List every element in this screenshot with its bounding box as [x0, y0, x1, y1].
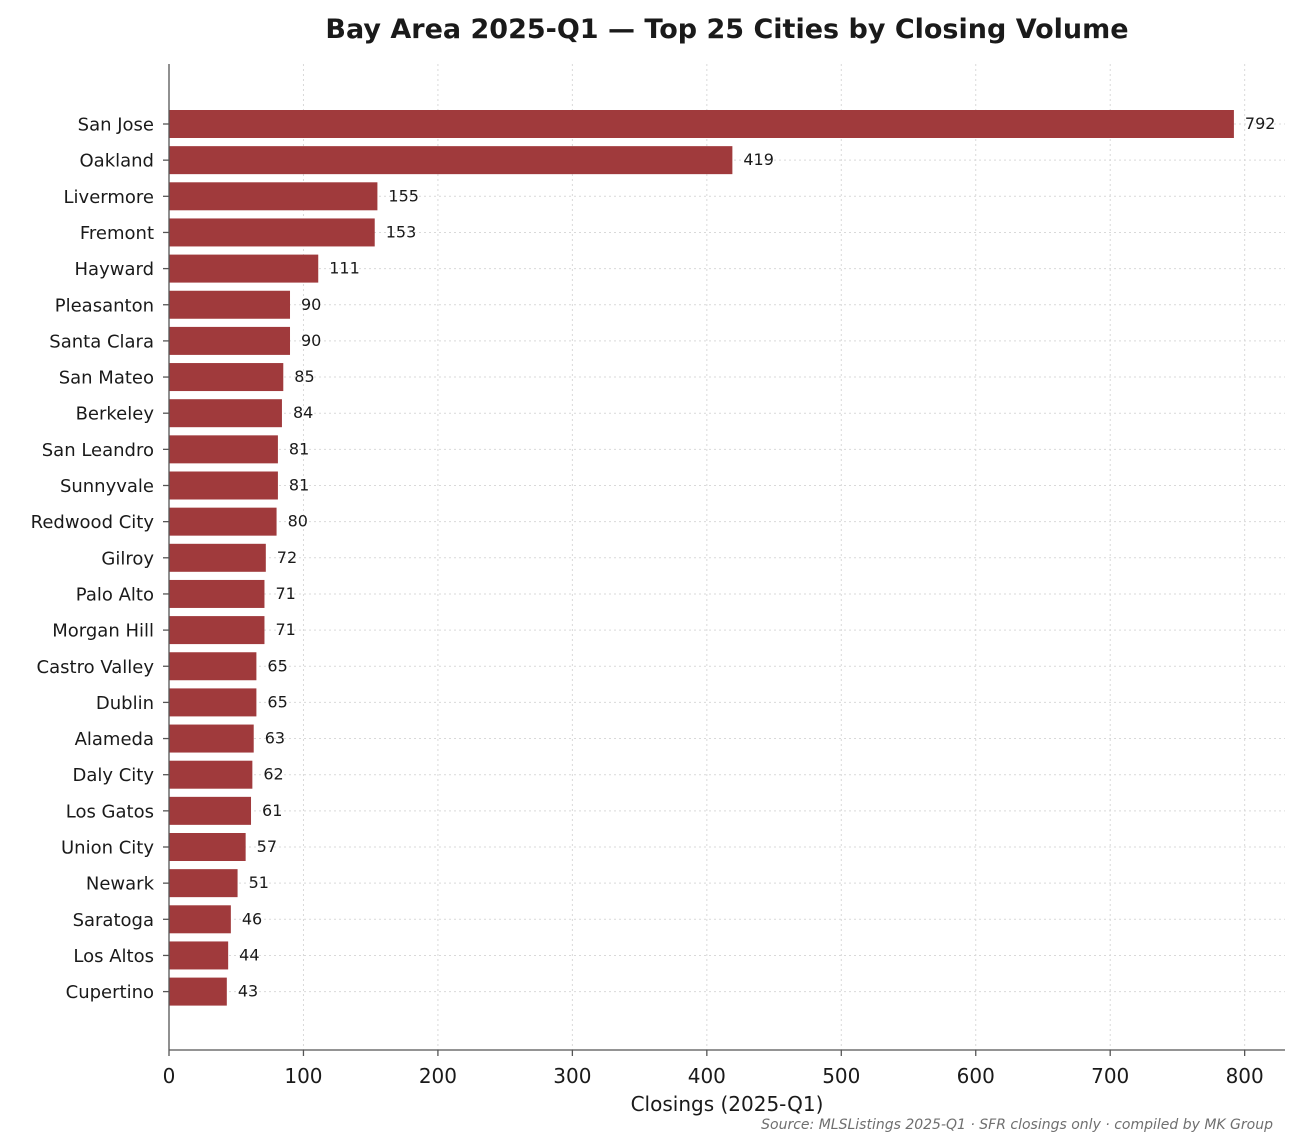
bar [169, 435, 278, 464]
bar [169, 652, 257, 681]
category-label: Redwood City [31, 512, 155, 533]
x-tick-label: 800 [1226, 1064, 1264, 1088]
x-tick-label: 600 [957, 1064, 995, 1088]
x-tick-label: 100 [284, 1064, 322, 1088]
bar [169, 146, 733, 175]
value-label: 71 [275, 620, 295, 639]
bar [169, 579, 265, 608]
x-tick-label: 500 [822, 1064, 860, 1088]
bar [169, 507, 277, 536]
value-label: 72 [277, 548, 297, 567]
bar [169, 363, 284, 392]
value-label: 155 [388, 186, 419, 205]
value-label: 153 [386, 222, 417, 241]
category-label: San Jose [78, 115, 154, 136]
value-label: 111 [329, 259, 360, 278]
gridlines [169, 64, 1285, 1050]
category-label: Palo Alto [76, 584, 154, 605]
category-label: Livermore [64, 187, 154, 208]
value-label: 81 [289, 439, 309, 458]
value-label: 792 [1245, 114, 1276, 133]
category-label: Castro Valley [37, 657, 155, 678]
value-label: 44 [239, 945, 259, 964]
value-label: 419 [743, 150, 774, 169]
bars: San Jose 792 Oakland 419 Livermore 155 Fremont… [31, 110, 1276, 1006]
value-label: 63 [265, 729, 285, 748]
bar [169, 760, 253, 789]
category-label: Gilroy [101, 548, 154, 569]
value-label: 85 [294, 367, 314, 386]
bar [169, 182, 378, 211]
value-label: 65 [267, 656, 287, 675]
value-label: 81 [289, 476, 309, 495]
bar [169, 254, 319, 283]
bar [169, 941, 229, 970]
category-label: Oakland [80, 151, 155, 172]
bar [169, 616, 265, 645]
bar [169, 833, 246, 861]
bar [169, 110, 1234, 138]
bar [169, 796, 252, 825]
category-label: Hayward [75, 259, 154, 280]
category-label: Santa Clara [49, 331, 154, 352]
bar [169, 724, 254, 753]
bar [169, 869, 238, 898]
category-label: Los Gatos [66, 801, 154, 822]
value-label: 90 [301, 331, 321, 350]
x-tick-label: 0 [163, 1064, 176, 1088]
category-label: Union City [61, 838, 154, 859]
category-label: Morgan Hill [52, 621, 154, 642]
x-tick-label: 200 [419, 1064, 457, 1088]
source-note: Source: MLSListings 2025-Q1 · SFR closin… [761, 1117, 1273, 1133]
bar [169, 399, 282, 428]
x-tick-label: 400 [688, 1064, 726, 1088]
category-label: Fremont [80, 223, 154, 244]
value-label: 62 [263, 765, 283, 784]
category-label: Newark [86, 874, 155, 895]
value-label: 71 [275, 584, 295, 603]
value-label: 65 [267, 692, 287, 711]
category-label: Daly City [72, 765, 154, 786]
axes [168, 64, 1285, 1051]
chart-title: Bay Area 2025-Q1 — Top 25 Cities by Clos… [325, 14, 1128, 45]
bar [169, 326, 291, 355]
bar [169, 290, 291, 319]
category-label: Berkeley [76, 404, 155, 425]
x-axis-label: Closings (2025-Q1) [631, 1092, 824, 1116]
category-label: Saratoga [73, 910, 154, 931]
value-label: 46 [242, 909, 262, 928]
bar [169, 218, 375, 247]
x-tick-label: 300 [553, 1064, 591, 1088]
category-label: Sunnyvale [60, 476, 154, 497]
category-label: Cupertino [66, 982, 154, 1003]
value-label: 51 [249, 873, 269, 892]
category-label: San Mateo [59, 368, 154, 389]
value-label: 90 [301, 295, 321, 314]
bar [169, 905, 231, 934]
value-label: 80 [288, 512, 308, 531]
bar [169, 471, 278, 500]
bar [169, 977, 227, 1006]
value-label: 43 [238, 982, 258, 1001]
x-tick-label: 700 [1091, 1064, 1129, 1088]
category-label: Dublin [96, 693, 154, 714]
x-axis-ticks: 0 100 200 300 400 500 600 700 800 [163, 1050, 1264, 1088]
value-label: 57 [257, 837, 277, 856]
category-label: San Leandro [42, 440, 154, 461]
category-label: Alameda [75, 729, 154, 750]
category-label: Pleasanton [55, 295, 154, 316]
bar [169, 543, 266, 572]
bar [169, 688, 257, 717]
category-label: Los Altos [73, 946, 154, 967]
value-label: 61 [262, 801, 282, 820]
value-label: 84 [293, 403, 313, 422]
